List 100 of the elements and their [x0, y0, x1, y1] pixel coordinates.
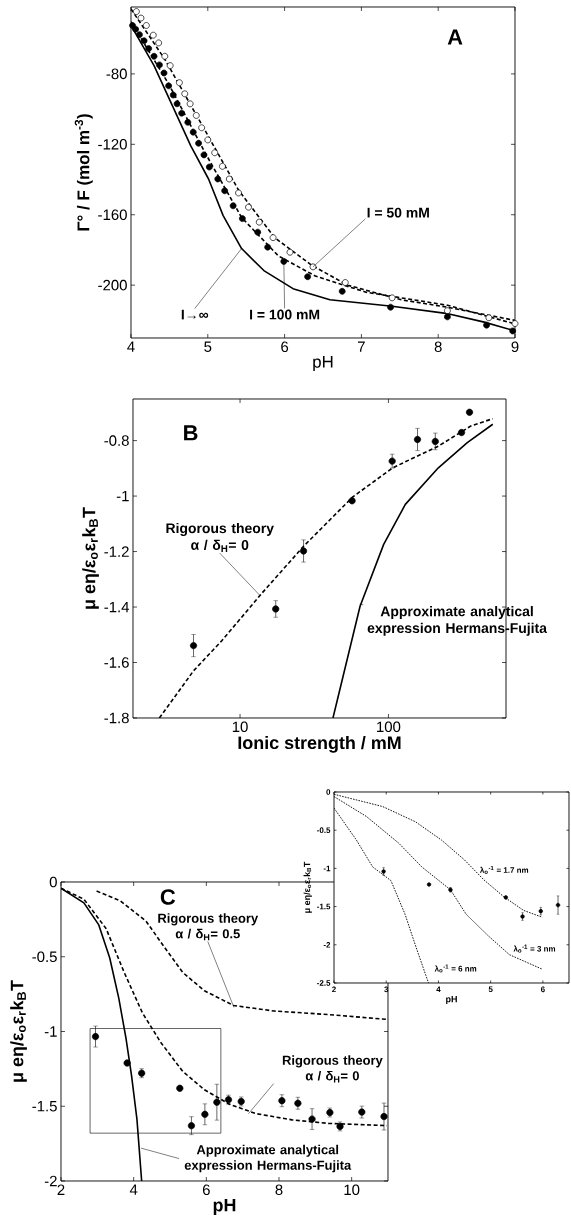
point [166, 62, 174, 69]
point [280, 258, 288, 265]
x-tick-label: 5 [204, 341, 212, 352]
x-tick-label: 4 [127, 341, 135, 352]
point [184, 118, 192, 126]
point [132, 25, 139, 33]
y-tick-label: -200 [98, 279, 127, 291]
x-tick-label: 4 [129, 1184, 138, 1195]
annotation: Rigorous theory α / δ$_{H}$= 0 [282, 1055, 383, 1083]
point [304, 273, 311, 281]
point [309, 263, 317, 271]
point [195, 139, 202, 147]
point [219, 162, 226, 170]
point [145, 45, 153, 52]
y-axis-title: μ eη/ε$_{o}$ε$_{r}$k$_{B}$T [82, 507, 99, 609]
point [176, 1084, 184, 1092]
y-tick-label: -80 [106, 68, 127, 80]
y-tick-label: -1.5 [32, 1101, 57, 1112]
annotation: C [160, 889, 176, 905]
annotation: I = 50 mM [367, 207, 429, 218]
y-axis-title: μ eη/ε$_{o}$ε$_{r}$k$_{B}$T [10, 980, 27, 1082]
y-tick-label: -2 [44, 1175, 57, 1187]
point [91, 1033, 100, 1041]
point [165, 82, 172, 90]
point [181, 90, 189, 98]
x-tick-label: 10 [344, 1184, 360, 1196]
point [286, 248, 294, 256]
point [503, 895, 508, 900]
point [150, 52, 158, 60]
x-tick-label: 100 [377, 721, 401, 733]
point [205, 163, 213, 171]
x-tick-label: 10 [232, 721, 248, 733]
point [225, 175, 233, 183]
x-tick-label: 7 [358, 341, 365, 352]
point [155, 39, 162, 47]
point [201, 1110, 209, 1118]
x-tick-label: 8 [434, 341, 442, 353]
point [235, 189, 242, 197]
point [187, 1122, 195, 1130]
annotation: I = 100 mM [250, 309, 320, 320]
x-axis-title: pH [446, 996, 457, 1005]
point [444, 307, 451, 315]
point [176, 79, 183, 87]
point [204, 136, 212, 144]
annotation: Approximate analytical expression Hermans-Fujita [367, 606, 548, 636]
point [254, 228, 262, 236]
point [123, 1059, 131, 1067]
y-tick-label: -1 [44, 1026, 57, 1037]
point [341, 279, 349, 286]
point [444, 313, 451, 321]
x-axis-title: pH [213, 1198, 236, 1215]
point [161, 52, 169, 60]
y-axis-title: Γ° / F (mol m$^{-3}$) [74, 114, 93, 231]
point [511, 320, 519, 327]
annotation: Rigorous theory α / δ$_{H}$= 0.5 [158, 913, 259, 941]
point [555, 902, 561, 908]
point [388, 294, 396, 302]
annotation: B [184, 425, 198, 441]
point [136, 31, 143, 38]
point [169, 91, 177, 99]
point [192, 112, 200, 119]
point [143, 22, 150, 29]
point [380, 1113, 388, 1121]
x-tick-label: 8 [275, 1184, 283, 1196]
point [221, 187, 229, 195]
point [137, 14, 145, 22]
annotation: Rigorous theory α / δ$_{H}$= 0 [166, 522, 274, 552]
point [186, 100, 194, 108]
point [426, 882, 432, 887]
point [140, 37, 148, 45]
point [200, 151, 208, 159]
point [133, 8, 140, 15]
y-tick-label: -1 [116, 490, 129, 502]
point [211, 149, 219, 157]
point [178, 109, 186, 117]
point [189, 128, 197, 136]
point [255, 218, 263, 226]
point [264, 243, 272, 251]
annotation: I→∞ [181, 309, 209, 320]
y-tick-label: -120 [98, 139, 127, 150]
point [338, 287, 346, 295]
x-tick-label: 6 [202, 1184, 210, 1196]
x-axis-title: Ionic strength / mM [238, 735, 401, 753]
y-tick-label: -1.8 [104, 712, 129, 724]
annotation: Approximate analytical expression Hermans-Fujita [184, 1144, 352, 1173]
point [308, 1115, 316, 1123]
point [173, 100, 181, 108]
annotation: A [447, 29, 463, 45]
y-tick-label: 0 [49, 876, 57, 888]
point [485, 314, 493, 322]
point [213, 1098, 221, 1106]
point [160, 69, 168, 77]
x-tick-label: 2 [57, 1184, 65, 1195]
point [483, 321, 490, 329]
point [269, 234, 277, 241]
point [245, 203, 252, 211]
y-tick-label: -1.6 [104, 657, 129, 668]
x-tick-label: 9 [511, 341, 519, 353]
point [149, 31, 157, 39]
x-tick-label: 6 [281, 341, 289, 353]
